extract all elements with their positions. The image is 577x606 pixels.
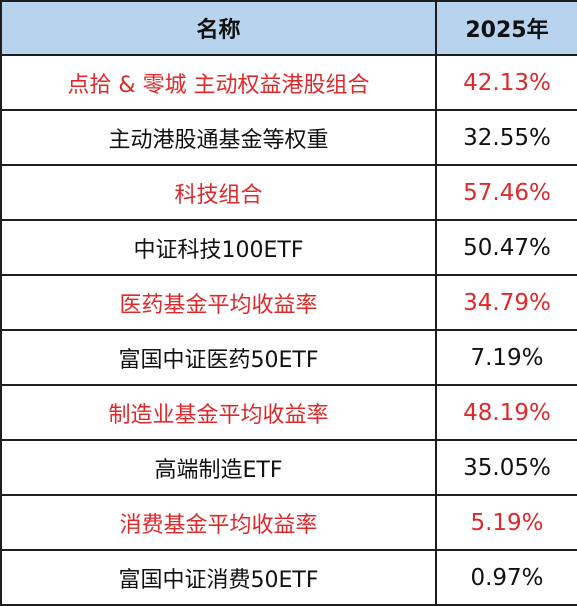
fund-name-cell: 富国中证医药50ETF: [0, 329, 437, 386]
table-row: 消费基金平均收益率 5.19%: [0, 494, 577, 551]
table-row: 富国中证医药50ETF 7.19%: [0, 329, 577, 386]
fund-name-cell: 富国中证消费50ETF: [0, 549, 437, 606]
return-value-cell: 7.19%: [435, 329, 577, 386]
fund-name-cell: 高端制造ETF: [0, 439, 437, 496]
table-row: 主动港股通基金等权重 32.55%: [0, 109, 577, 166]
table-row: 中证科技100ETF 50.47%: [0, 219, 577, 276]
column-header-year: 2025年: [435, 0, 577, 56]
table-header-row: 名称 2025年: [0, 0, 577, 56]
return-value-cell: 32.55%: [435, 109, 577, 166]
fund-name-cell: 科技组合: [0, 164, 437, 221]
table-row: 高端制造ETF 35.05%: [0, 439, 577, 496]
return-value-cell: 50.47%: [435, 219, 577, 276]
table-row: 医药基金平均收益率 34.79%: [0, 274, 577, 331]
table-row: 点拾 & 零城 主动权益港股组合 42.13%: [0, 54, 577, 111]
return-value-cell: 0.97%: [435, 549, 577, 606]
return-value-cell: 5.19%: [435, 494, 577, 551]
fund-name-cell: 主动港股通基金等权重: [0, 109, 437, 166]
table-row: 富国中证消费50ETF 0.97%: [0, 549, 577, 606]
return-value-cell: 48.19%: [435, 384, 577, 441]
table-row: 科技组合 57.46%: [0, 164, 577, 221]
fund-name-cell: 消费基金平均收益率: [0, 494, 437, 551]
return-value-cell: 35.05%: [435, 439, 577, 496]
return-value-cell: 42.13%: [435, 54, 577, 111]
fund-name-cell: 医药基金平均收益率: [0, 274, 437, 331]
fund-name-cell: 中证科技100ETF: [0, 219, 437, 276]
fund-name-cell: 制造业基金平均收益率: [0, 384, 437, 441]
table-row: 制造业基金平均收益率 48.19%: [0, 384, 577, 441]
fund-name-cell: 点拾 & 零城 主动权益港股组合: [0, 54, 437, 111]
column-header-name: 名称: [0, 0, 437, 56]
return-value-cell: 57.46%: [435, 164, 577, 221]
return-value-cell: 34.79%: [435, 274, 577, 331]
